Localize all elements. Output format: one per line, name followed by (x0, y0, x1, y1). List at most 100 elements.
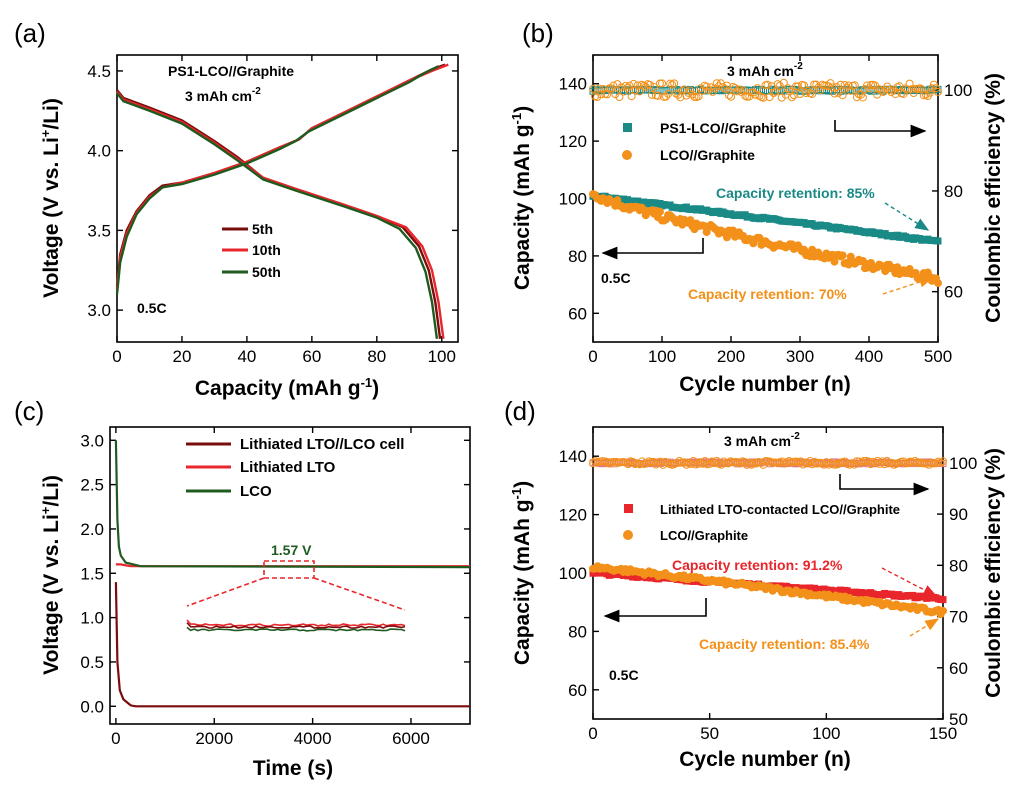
y2-tick-label: 70 (949, 608, 968, 627)
ce-point-1 (826, 79, 835, 88)
panel-c-voltage-annotation: 1.57 V (271, 542, 312, 558)
x-tick-label: 150 (929, 724, 957, 743)
x-tick-label: 100 (428, 347, 456, 366)
x-tick-label: 20 (172, 347, 191, 366)
legend-label-lco: LCO//Graphite (660, 147, 755, 163)
panel-d-xlabel: Cycle number (n) (679, 748, 851, 771)
x-tick-label: 80 (367, 347, 386, 366)
ce-point-1 (747, 460, 756, 469)
ce-point-1 (694, 92, 703, 101)
panel-b-y-ticks: 60 80 100 120 140 (559, 75, 599, 323)
ce-point-1 (885, 85, 894, 94)
ce-point-1 (925, 88, 934, 97)
panel-d-y2label: Coulombic efficiency (%) (982, 448, 1005, 698)
ce-point-1 (779, 78, 788, 87)
ce-point-1 (739, 86, 748, 95)
x-tick-label: 0 (588, 347, 597, 366)
capacity-point-1 (934, 279, 942, 288)
curve-LCO (114, 440, 471, 569)
legend-label-lco: LCO (240, 483, 272, 500)
ce-point-1 (666, 79, 675, 88)
panel-d-retention-lto-arrow (881, 567, 938, 597)
ce-point-1 (789, 91, 798, 100)
y-tick-label: 4.0 (87, 142, 111, 161)
x-tick-label: 0 (112, 347, 121, 366)
y-tick-label: 3.5 (87, 221, 111, 240)
ce-point-1 (775, 81, 784, 90)
inset-trace (186, 619, 406, 627)
y-tick-label: 120 (559, 506, 587, 525)
ce-point-1 (724, 91, 733, 100)
x-tick-label: 2000 (195, 729, 233, 748)
panel-d-y2-ticks: 50 60 70 80 90 100 (937, 454, 977, 729)
ce-point-1 (593, 93, 602, 102)
panel-b-retention-ps1: Capacity retention: 85% (716, 185, 875, 201)
capacity-point-0 (939, 596, 947, 604)
ce-point-1 (836, 80, 845, 89)
panel-c-legend: Lithiated LTO//LCO cell Lithiated LTO LC… (186, 436, 404, 500)
ce-point-1 (877, 86, 886, 95)
ce-point-1 (727, 92, 735, 101)
legend-marker-ps1 (623, 123, 632, 132)
panel-a-curves (115, 63, 449, 339)
curve-charge-5th (115, 63, 446, 287)
x-tick-label: 4000 (294, 729, 332, 748)
panel-c-label: (c) (14, 396, 44, 426)
ce-point-1 (932, 459, 940, 468)
panel-b-ylabel: Capacity (mAh g-1) (509, 106, 534, 290)
ce-point-1 (939, 457, 947, 466)
legend-label-50th: 50th (252, 264, 281, 280)
panel-d-capacity-axis-arrow (603, 598, 707, 623)
ce-point-1 (802, 88, 811, 97)
ce-point-1 (777, 93, 786, 102)
ce-point-1 (765, 93, 774, 102)
ce-point-1 (718, 83, 727, 92)
ce-point-1 (796, 90, 804, 99)
ce-point-1 (883, 456, 891, 465)
y2-tick-label: 60 (944, 283, 963, 302)
ce-point-1 (753, 84, 762, 93)
panel-c-frame (109, 426, 471, 725)
ce-point-1 (834, 88, 843, 97)
ce-point-1 (735, 85, 744, 94)
ce-point-1 (743, 460, 751, 469)
ce-point-1 (670, 79, 679, 88)
panel-d-x-ticks: 0 50 100 150 (588, 427, 957, 743)
ce-point-1 (755, 91, 764, 100)
capacity-point-1 (830, 257, 839, 266)
ce-point-1 (617, 83, 626, 92)
ce-point-1 (682, 460, 691, 469)
capacity-point-1 (939, 606, 947, 615)
panel-d-title: 3 mAh cm-2 (724, 431, 800, 449)
ce-point-1 (645, 80, 654, 89)
y-tick-label: 4.5 (87, 62, 111, 81)
ce-point-1 (722, 81, 731, 90)
ce-point-1 (668, 80, 677, 89)
ce-point-1 (931, 84, 940, 93)
ce-point-1 (653, 91, 662, 100)
curve-discharge-10th (116, 90, 445, 339)
curve-discharge-50th (116, 92, 439, 339)
panel-a-rate-label: 0.5C (137, 300, 167, 316)
x-tick-label: 100 (812, 724, 840, 743)
ce-point-1 (875, 85, 884, 94)
y-tick-label: 2.0 (80, 520, 104, 539)
ce-point-1 (694, 459, 702, 468)
ce-point-1 (832, 83, 841, 92)
y2-tick-label: 80 (949, 556, 968, 575)
legend-label-lco: LCO//Graphite (660, 528, 748, 543)
y-tick-label: 100 (559, 190, 587, 209)
panel-a: (a) 0 20 40 60 80 100 3.0 3.5 4.0 4.5 PS1-LCO//G… (14, 18, 459, 400)
legend-label-ps1: PS1-LCO//Graphite (660, 120, 786, 136)
ce-point-1 (623, 83, 632, 92)
ce-point-1 (589, 84, 597, 93)
ce-point-1 (834, 460, 842, 469)
ce-point-1 (793, 82, 802, 91)
y-tick-label: 140 (559, 75, 587, 94)
panel-c-curves (114, 440, 471, 708)
ce-point-1 (706, 83, 715, 92)
inset-trace (186, 626, 406, 632)
y-tick-label: 120 (559, 132, 587, 151)
panel-c-ylabel: Voltage (V vs. Li+/Li) (38, 475, 63, 675)
